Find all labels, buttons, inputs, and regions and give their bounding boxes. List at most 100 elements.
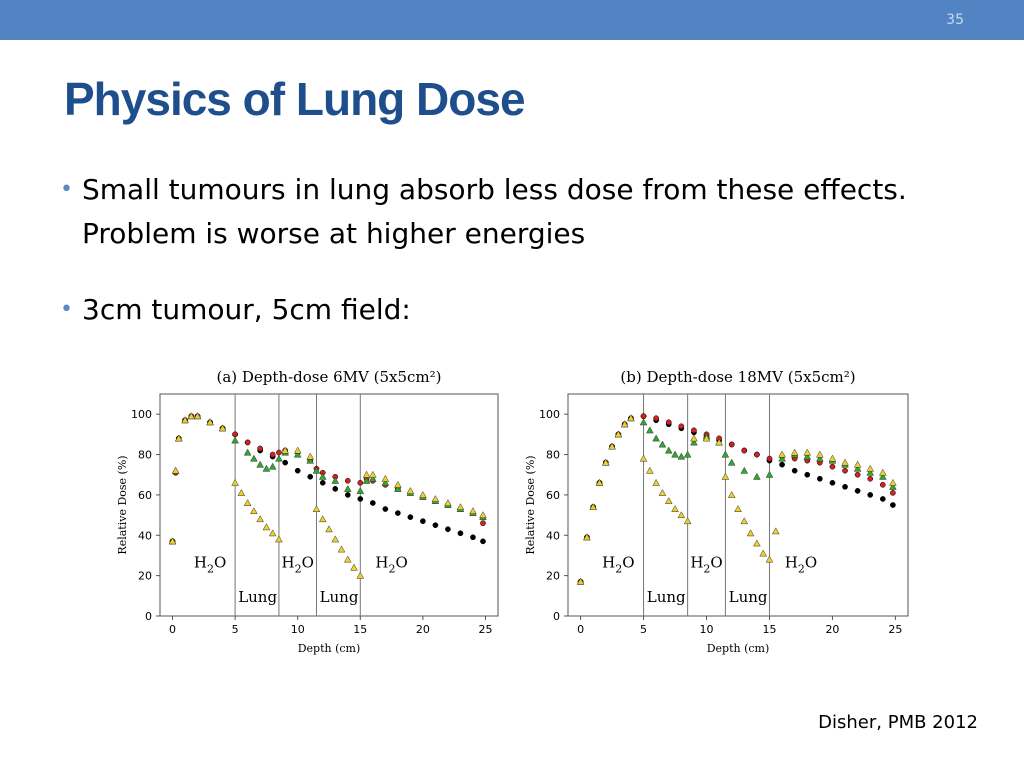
data-point bbox=[293, 446, 302, 454]
data-point bbox=[771, 527, 780, 535]
data-point bbox=[639, 454, 648, 462]
x-tick-label: 10 bbox=[700, 623, 714, 636]
data-point bbox=[595, 478, 604, 486]
data-point bbox=[262, 523, 271, 531]
data-point bbox=[766, 455, 773, 462]
data-point bbox=[171, 466, 180, 474]
data-point bbox=[250, 507, 258, 515]
x-tick-label: 25 bbox=[888, 623, 902, 636]
data-point bbox=[275, 454, 283, 462]
x-tick-label: 15 bbox=[762, 623, 776, 636]
data-point bbox=[740, 517, 749, 525]
bullet-item: • Small tumours in lung absorb less dose… bbox=[60, 168, 960, 256]
data-point bbox=[318, 472, 327, 480]
data-point bbox=[842, 467, 848, 474]
y-axis-label: Relative Dose (%) bbox=[116, 455, 129, 554]
data-series bbox=[169, 413, 486, 545]
data-point bbox=[671, 505, 679, 513]
data-point bbox=[779, 461, 785, 468]
data-point bbox=[721, 450, 730, 458]
chart-title: (b) Depth-dose 18MV (5x5cm²) bbox=[620, 368, 855, 386]
data-point bbox=[331, 476, 340, 484]
data-point bbox=[350, 563, 358, 571]
y-tick-label: 0 bbox=[553, 610, 560, 623]
data-point bbox=[658, 488, 667, 496]
data-point bbox=[431, 495, 440, 502]
data-point bbox=[357, 479, 364, 486]
bullet-text: 3cm tumour, 5cm field: bbox=[82, 293, 411, 326]
slide-number: 35 bbox=[946, 12, 964, 28]
data-point bbox=[362, 470, 371, 478]
data-point bbox=[640, 413, 647, 420]
plot-frame bbox=[567, 393, 909, 617]
data-point bbox=[879, 496, 886, 502]
data-point bbox=[480, 538, 486, 545]
data-point bbox=[727, 490, 736, 498]
data-point bbox=[854, 471, 861, 478]
data-point bbox=[243, 448, 252, 456]
data-point bbox=[276, 449, 282, 456]
data-point bbox=[469, 507, 477, 515]
data-point bbox=[652, 434, 660, 442]
data-point bbox=[268, 462, 277, 470]
data-point bbox=[343, 484, 352, 492]
y-tick-label: 80 bbox=[138, 449, 152, 462]
data-point bbox=[218, 424, 227, 432]
data-point bbox=[244, 439, 251, 446]
data-point bbox=[362, 476, 371, 484]
data-point bbox=[816, 450, 824, 458]
data-point bbox=[715, 438, 723, 446]
region-label: H2O bbox=[785, 554, 817, 576]
bullet-list: • Small tumours in lung absorb less dose… bbox=[60, 168, 960, 364]
data-point bbox=[765, 470, 774, 478]
data-point bbox=[664, 497, 673, 504]
data-point bbox=[817, 475, 823, 482]
data-point bbox=[187, 412, 196, 420]
data-point bbox=[312, 466, 321, 474]
data-point bbox=[759, 549, 768, 557]
data-point bbox=[381, 474, 390, 482]
y-axis-label: Relative Dose (%) bbox=[524, 455, 537, 554]
data-point bbox=[337, 545, 346, 553]
data-point bbox=[683, 517, 692, 525]
citation: Disher, PMB 2012 bbox=[818, 712, 978, 733]
data-point bbox=[583, 533, 591, 541]
data-point bbox=[576, 577, 585, 585]
data-point bbox=[753, 539, 761, 547]
data-point bbox=[275, 535, 283, 543]
y-tick-label: 20 bbox=[138, 570, 152, 583]
data-point bbox=[854, 488, 861, 494]
data-point bbox=[406, 486, 415, 494]
data-point bbox=[866, 464, 875, 472]
data-point bbox=[344, 477, 351, 484]
chart-svg: (a) Depth-dose 6MV (5x5cm²) 0 20 40 60 80 100 0… bbox=[116, 368, 499, 655]
y-tick-label: 60 bbox=[546, 489, 560, 502]
data-point bbox=[664, 446, 673, 454]
data-point bbox=[344, 492, 351, 498]
region-label: H2O bbox=[194, 554, 226, 576]
data-point bbox=[307, 473, 314, 480]
data-point bbox=[754, 451, 760, 458]
data-point bbox=[890, 490, 896, 496]
region-label: H2O bbox=[690, 554, 722, 576]
data-point bbox=[268, 529, 277, 537]
data-point bbox=[829, 463, 836, 470]
data-point bbox=[231, 478, 239, 486]
plot-frame bbox=[159, 393, 499, 617]
data-series bbox=[169, 413, 486, 545]
data-point bbox=[601, 458, 610, 466]
data-point bbox=[312, 505, 321, 513]
x-tick-label: 20 bbox=[416, 623, 430, 636]
x-tick-label: 0 bbox=[169, 623, 176, 636]
data-point bbox=[803, 448, 812, 456]
data-point bbox=[741, 447, 748, 454]
chart-title: (a) Depth-dose 6MV (5x5cm²) bbox=[216, 368, 441, 386]
data-point bbox=[841, 458, 849, 466]
data-point bbox=[639, 418, 648, 426]
data-point bbox=[456, 503, 465, 510]
bullet-item: • 3cm tumour, 5cm field: bbox=[60, 288, 960, 332]
data-point bbox=[791, 467, 798, 474]
data-point bbox=[306, 456, 315, 464]
data-point bbox=[269, 451, 276, 458]
data-point bbox=[677, 511, 686, 519]
